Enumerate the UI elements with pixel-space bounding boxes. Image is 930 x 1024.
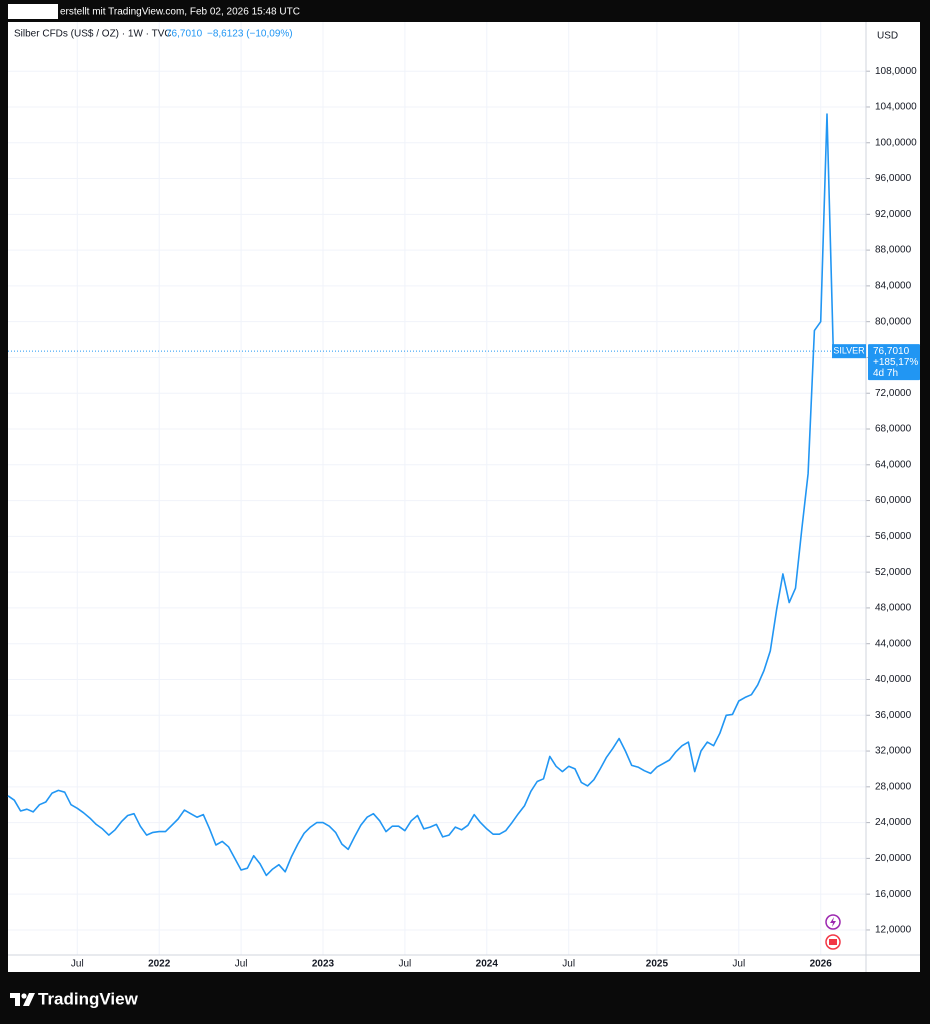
dividend-icon-glyph xyxy=(829,939,837,945)
y-tick-label: 92,0000 xyxy=(875,209,912,220)
logo-part xyxy=(10,993,20,1006)
brand: TradingView xyxy=(38,989,139,1008)
y-tick-label: 60,0000 xyxy=(875,495,912,506)
y-tick-label: 36,0000 xyxy=(875,710,912,721)
x-tick-label: 2026 xyxy=(810,959,833,970)
watermark: erstellt mit TradingView.com, Feb 02, 20… xyxy=(60,7,300,18)
currency: USD xyxy=(877,31,898,42)
y-tick-label: 72,0000 xyxy=(875,388,912,399)
symbol-tag-label: SILVER xyxy=(833,346,865,356)
plot xyxy=(7,113,866,877)
x-tick-label: Jul xyxy=(399,959,412,970)
y-tick-label: 100,0000 xyxy=(875,137,917,148)
x-tick-label: Jul xyxy=(732,959,745,970)
y-tick-label: 48,0000 xyxy=(875,603,912,614)
y-tick-label: 20,0000 xyxy=(875,853,912,864)
price-tag-change: +185,17% xyxy=(873,357,918,368)
x-tick-label: Jul xyxy=(235,959,248,970)
price-line xyxy=(7,113,835,877)
chart-title: Silber CFDs (US$ / OZ) · 1W · TVC xyxy=(14,29,172,40)
price-tag-countdown: 4d 7h xyxy=(873,368,898,379)
x-tick-label: 2024 xyxy=(476,959,499,970)
y-tick-label: 24,0000 xyxy=(875,817,912,828)
logo-part xyxy=(23,993,35,1006)
y-tick-label: 56,0000 xyxy=(875,531,912,542)
y-tick-label: 12,0000 xyxy=(875,925,912,936)
event-icon-glyph xyxy=(830,917,836,927)
price-tag-price: 76,7010 xyxy=(873,346,910,357)
y-tick-label: 44,0000 xyxy=(875,638,912,649)
header-change: −8,6123 (−10,09%) xyxy=(207,29,293,40)
x-tick-label: 2022 xyxy=(148,959,171,970)
y-tick-label: 16,0000 xyxy=(875,889,912,900)
y-tick-label: 64,0000 xyxy=(875,459,912,470)
y-tick-label: 108,0000 xyxy=(875,66,917,77)
price-tags: SILVER 76,7010+185,17%4d 7h xyxy=(832,344,920,381)
y-tick-label: 32,0000 xyxy=(875,746,912,757)
chart-panel xyxy=(8,22,920,972)
x-tick-label: Jul xyxy=(71,959,84,970)
y-tick-label: 84,0000 xyxy=(875,281,912,292)
x-tick-label: 2023 xyxy=(312,959,335,970)
x-tick-label: Jul xyxy=(562,959,575,970)
brand-logo xyxy=(10,993,35,1006)
y-tick-label: 88,0000 xyxy=(875,245,912,256)
y-tick-label: 68,0000 xyxy=(875,424,912,435)
y-tick-label: 52,0000 xyxy=(875,567,912,578)
y-tick-label: 80,0000 xyxy=(875,316,912,327)
y-tick-label: 96,0000 xyxy=(875,173,912,184)
grid: 12,0000 16,0000 20,0000 24,0000 28,0000 32,00… xyxy=(8,22,917,970)
redaction xyxy=(8,4,58,19)
price-tag xyxy=(868,344,920,381)
x-tick-label: 2025 xyxy=(646,959,669,970)
y-tick-label: 104,0000 xyxy=(875,102,917,113)
y-tick-label: 40,0000 xyxy=(875,674,912,685)
symbol-tag xyxy=(832,344,866,359)
header-price: 76,7010 xyxy=(166,29,203,40)
logo-part xyxy=(21,993,27,999)
y-tick-label: 28,0000 xyxy=(875,781,912,792)
